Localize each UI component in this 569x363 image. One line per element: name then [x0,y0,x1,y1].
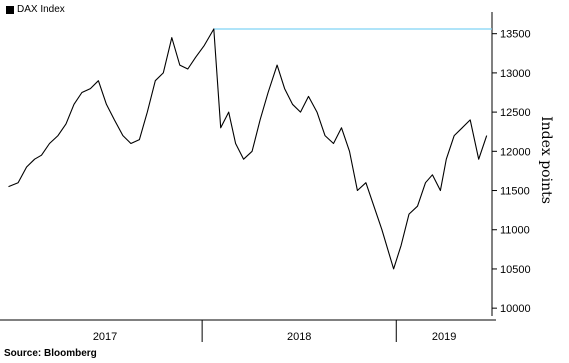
legend-swatch [6,5,14,14]
series-line [8,28,488,270]
y-tick-label: 13000 [500,68,531,80]
x-tick-label: 2019 [432,331,456,343]
y-tick-label: 12000 [500,146,531,158]
y-axis-label: Index points [538,116,554,204]
legend-label: DAX Index [17,4,65,15]
y-tick-label: 13500 [500,29,531,41]
legend: DAX Index [6,4,65,15]
axes: 10000 10500 11000 11500 12000 12500 13000 13500… [0,12,531,343]
y-tick-label: 12500 [500,107,531,119]
y-tick-label: 11500 [500,186,530,198]
y-tick-label: 10000 [500,303,531,315]
plot-lines [8,28,492,270]
x-tick-label: 2017 [93,331,117,343]
x-tick-label: 2018 [287,331,311,343]
y-tick-label: 11000 [500,225,530,237]
y-tick-label: 10500 [500,264,531,276]
source-label: Source: Bloomberg [4,348,97,359]
